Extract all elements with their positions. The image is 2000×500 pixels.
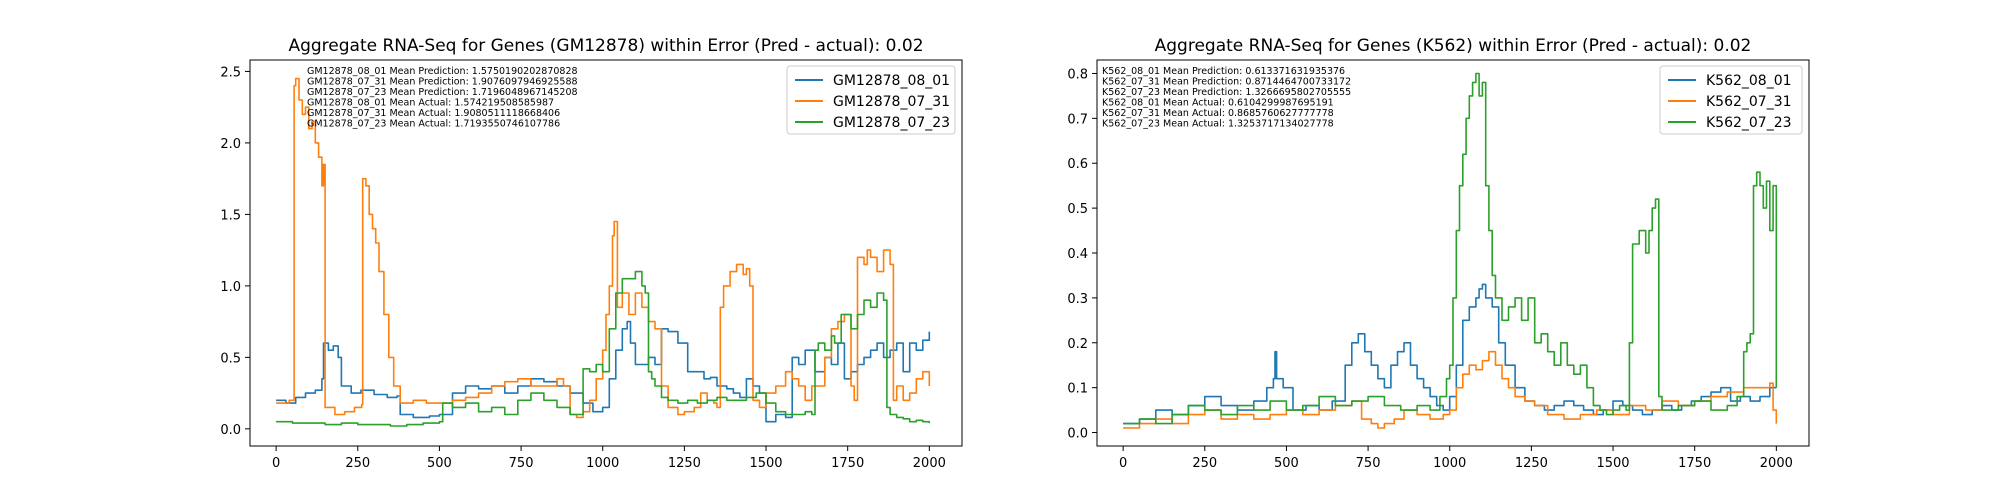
legend-frame <box>786 65 956 135</box>
x-tick-label: 750 <box>509 456 534 471</box>
x-tick-label: 1500 <box>749 456 782 471</box>
series-line-K562_07_23 <box>1123 72 1778 425</box>
x-tick-label: 750 <box>1356 456 1381 471</box>
annotation-text: K562_07_31 Mean Actual: 0.86857606277777… <box>1102 108 1334 119</box>
series-line-GM12878_07_23 <box>276 270 931 427</box>
x-tick-label: 1250 <box>1515 456 1548 471</box>
x-tick-label: 2000 <box>913 456 946 471</box>
y-tick-label: 0.6 <box>1067 157 1088 172</box>
y-tick-label: 0.0 <box>220 423 241 438</box>
chart-title: Aggregate RNA-Seq for Genes (GM12878) wi… <box>288 36 923 56</box>
x-tick-label: 250 <box>1192 456 1217 471</box>
x-tick-label: 0 <box>272 456 280 471</box>
y-tick-label: 1.0 <box>220 280 241 295</box>
y-tick-label: 0.1 <box>1067 382 1088 397</box>
x-tick-label: 1750 <box>831 456 864 471</box>
legend-label: K562_08_01 <box>1706 73 1792 89</box>
y-tick-label: 0.5 <box>1067 202 1088 217</box>
annotation-text: GM12878_08_01 Mean Actual: 1.57421950858… <box>307 98 554 109</box>
x-tick-label: 250 <box>345 456 370 471</box>
y-tick-label: 0.5 <box>220 351 241 366</box>
annotation-text: GM12878_07_23 Mean Prediction: 1.7196048… <box>307 87 578 98</box>
legend-label: GM12878_08_01 <box>833 73 950 89</box>
legend-frame <box>1659 65 1803 135</box>
legend: GM12878_08_01 GM12878_07_31 GM12878_07_23 <box>786 65 956 135</box>
x-tick-label: 1750 <box>1678 456 1711 471</box>
chart-panel-1: Aggregate RNA-Seq for Genes (K562) withi… <box>1067 36 1810 471</box>
chart-panel-0: Aggregate RNA-Seq for Genes (GM12878) wi… <box>220 36 963 471</box>
x-tick-label: 500 <box>427 456 452 471</box>
annotation-text: K562_07_23 Mean Actual: 1.32537171340277… <box>1102 119 1334 130</box>
y-tick-label: 2.5 <box>220 65 241 80</box>
y-tick-label: 0.2 <box>1067 337 1088 352</box>
legend-label: K562_07_31 <box>1706 94 1792 110</box>
x-tick-label: 500 <box>1274 456 1299 471</box>
annotation-text: GM12878_07_31 Mean Actual: 1.90805111186… <box>307 108 560 119</box>
annotation-text: K562_07_31 Mean Prediction: 0.8714464700… <box>1102 77 1351 88</box>
x-tick-label: 0 <box>1119 456 1127 471</box>
annotation-text: GM12878_08_01 Mean Prediction: 1.5750190… <box>307 66 578 77</box>
annotation-text: GM12878_07_23 Mean Actual: 1.71935507461… <box>307 119 560 130</box>
legend-label: GM12878_07_31 <box>833 94 950 110</box>
legend-label: K562_07_23 <box>1706 115 1792 131</box>
annotation-text: K562_08_01 Mean Prediction: 0.6133716319… <box>1102 66 1345 77</box>
y-tick-label: 1.5 <box>220 208 241 223</box>
y-tick-label: 0.7 <box>1067 112 1088 127</box>
series-line-K562_07_31 <box>1123 350 1778 429</box>
chart-title: Aggregate RNA-Seq for Genes (K562) withi… <box>1155 36 1752 56</box>
x-tick-label: 1000 <box>586 456 619 471</box>
annotation-text: GM12878_07_31 Mean Prediction: 1.9076097… <box>307 77 578 88</box>
annotation-text: K562_07_23 Mean Prediction: 1.3266695802… <box>1102 87 1351 98</box>
legend-label: GM12878_07_23 <box>833 115 950 131</box>
x-tick-label: 1500 <box>1596 456 1629 471</box>
y-tick-label: 0.4 <box>1067 247 1088 262</box>
annotation-text: K562_08_01 Mean Actual: 0.61042999876951… <box>1102 98 1334 109</box>
series-lines <box>276 77 931 427</box>
series-line-GM12878_07_31 <box>276 77 931 419</box>
x-tick-label: 1000 <box>1433 456 1466 471</box>
y-tick-label: 0.3 <box>1067 292 1088 307</box>
y-tick-label: 2.0 <box>220 137 241 152</box>
x-tick-label: 2000 <box>1760 456 1793 471</box>
y-tick-label: 0.0 <box>1067 427 1088 442</box>
axes-frame <box>249 59 963 447</box>
series-lines <box>1123 72 1778 429</box>
y-tick-label: 0.8 <box>1067 67 1088 82</box>
legend: K562_08_01 K562_07_31 K562_07_23 <box>1659 65 1803 135</box>
x-tick-label: 1250 <box>668 456 701 471</box>
